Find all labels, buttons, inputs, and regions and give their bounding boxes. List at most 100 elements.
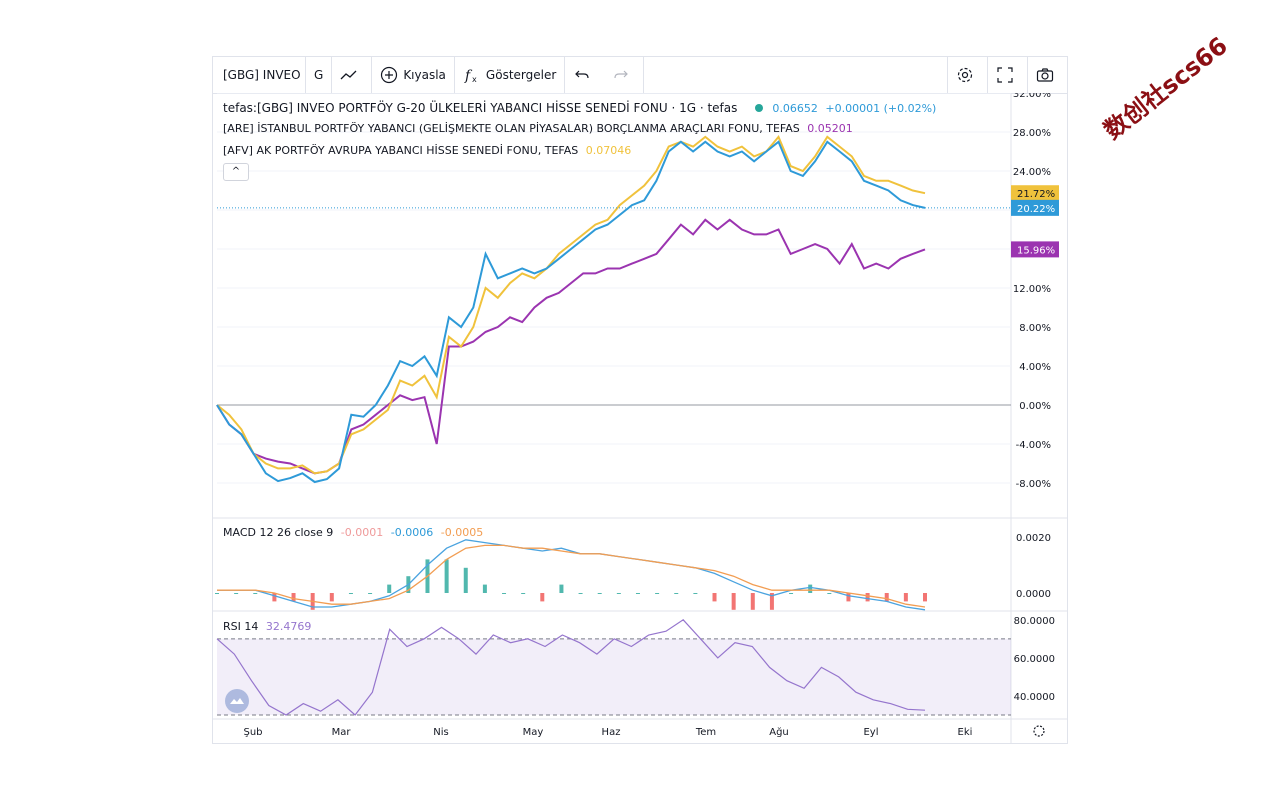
watermark: 数创社scs66 [1098, 31, 1233, 145]
y-tick-label: 12.00% [1013, 284, 1051, 295]
x-tick-label: Eki [958, 727, 973, 738]
fullscreen-button[interactable] [988, 57, 1028, 93]
main-series-price: 0.06652 [772, 102, 818, 115]
macd-histogram-bar [559, 584, 564, 593]
x-tick-label: May [523, 727, 544, 738]
are-series-title: [ARE] İSTANBUL PORTFÖY YABANCI (GELİŞMEK… [223, 122, 800, 135]
macd-histogram-bar [387, 584, 392, 593]
undo-button[interactable] [565, 57, 604, 93]
macd-histogram-bar [884, 593, 889, 602]
rsi-line [216, 619, 926, 716]
fullscreen-icon [997, 67, 1013, 83]
undo-icon [575, 70, 589, 79]
macd-histogram-bar [846, 593, 851, 602]
indicators-label: Göstergeler [485, 68, 557, 82]
macd-hist-value: -0.0001 [340, 526, 384, 539]
plus-circle-icon [381, 66, 398, 84]
are-series-legend: [ARE] İSTANBUL PORTFÖY YABANCI (GELİŞMEK… [223, 122, 853, 135]
macd-histogram-bar [329, 593, 334, 602]
x-tick-label: Ağu [769, 726, 789, 738]
series-line-0 [216, 140, 926, 484]
main-series-title: tefas:[GBG] INVEO PORTFÖY G-20 ÜLKELERİ … [223, 101, 738, 115]
y-tick-label: -8.00% [1016, 479, 1051, 490]
svg-text:f: f [464, 68, 473, 84]
macd-signal-value: -0.0005 [440, 526, 484, 539]
legend-collapse-button[interactable]: ^ [223, 163, 249, 181]
rsi-value: 32.4769 [265, 620, 312, 633]
rsi-legend: RSI 14 32.4769 [223, 620, 311, 633]
y-tick-label: -4.00% [1016, 440, 1051, 451]
macd-histogram-bar [865, 593, 870, 602]
compare-label: Kıyasla [403, 68, 446, 82]
x-tick-label: Mar [332, 727, 352, 738]
symbol-search[interactable]: [GBG] INVEO [213, 57, 306, 93]
macd-histogram-bar [272, 593, 277, 602]
x-tick-label: Nis [433, 727, 448, 738]
y-tick-label: 0.00% [1019, 401, 1051, 412]
axis-settings-gear-icon[interactable] [1033, 725, 1045, 737]
afv-series-title: [AFV] AK PORTFÖY AVRUPA YABANCI HİSSE SE… [223, 144, 579, 157]
series-line-1 [216, 134, 926, 475]
last-value-label: 21.72% [1017, 189, 1055, 200]
y-tick-label: 24.00% [1013, 167, 1051, 178]
tradingview-logo-icon[interactable] [225, 689, 249, 713]
macd-histogram-bar [348, 593, 353, 594]
macd-histogram-bar [597, 593, 602, 594]
redo-button[interactable] [604, 57, 645, 93]
chart-type-button[interactable] [332, 57, 373, 93]
macd-value: -0.0006 [390, 526, 434, 539]
y-tick-label: 4.00% [1019, 362, 1051, 373]
macd-histogram-bar [234, 593, 239, 594]
macd-histogram-bar [712, 593, 717, 602]
settings-button[interactable] [947, 57, 988, 93]
rsi-tick-label: 80.0000 [1014, 616, 1055, 627]
screenshot-button[interactable] [1028, 57, 1067, 93]
y-tick-label: 32.00% [1013, 93, 1051, 100]
macd-line [217, 539, 926, 611]
macd-histogram-bar [578, 593, 583, 594]
line-chart-icon [340, 70, 357, 80]
x-tick-label: Şub [243, 727, 262, 738]
interval-label: G [314, 68, 324, 82]
macd-histogram-bar [521, 593, 526, 594]
logo-shape [230, 698, 244, 704]
symbol-label: [GBG] INVEO [223, 68, 301, 82]
x-tick-label: Haz [602, 727, 621, 738]
macd-histogram-bar [463, 567, 468, 593]
macd-tick-label: 0.0000 [1016, 589, 1051, 600]
last-value-label: 15.96% [1017, 245, 1055, 256]
y-tick-label: 28.00% [1013, 128, 1051, 139]
compare-button[interactable]: Kıyasla [372, 57, 455, 93]
macd-histogram-bar [827, 593, 832, 594]
macd-histogram-bar [655, 593, 660, 594]
svg-text:x: x [472, 75, 477, 84]
afv-series-price: 0.07046 [585, 144, 632, 157]
macd-histogram-bar [731, 593, 736, 610]
macd-tick-label: 0.0020 [1016, 533, 1051, 544]
macd-label: MACD 12 26 close 9 [223, 526, 334, 539]
market-status-dot [754, 104, 763, 112]
macd-signal-line [217, 544, 926, 608]
main-series-legend: tefas:[GBG] INVEO PORTFÖY G-20 ÜLKELERİ … [223, 101, 936, 115]
rsi-tick-label: 60.0000 [1014, 654, 1055, 665]
macd-histogram-bar [674, 593, 679, 594]
last-value-badge [1011, 241, 1059, 258]
chevron-up-icon: ^ [231, 166, 241, 177]
macd-histogram-bar [693, 593, 698, 594]
y-tick-label: 8.00% [1019, 323, 1051, 334]
macd-legend: MACD 12 26 close 9 -0.0001 -0.0006 -0.00… [223, 526, 483, 539]
rsi-label: RSI 14 [223, 620, 259, 633]
macd-histogram-bar [903, 593, 908, 602]
interval-button[interactable]: G [306, 57, 333, 93]
redo-icon [614, 70, 629, 79]
last-value-badge [1011, 199, 1059, 216]
macd-histogram-bar [482, 584, 487, 593]
macd-histogram-bar [368, 593, 373, 594]
are-series-price: 0.05201 [807, 122, 853, 135]
main-series-change: +0.00001 (+0.02%) [825, 102, 937, 115]
chart-canvas[interactable]: 32.00%28.00%24.00%20.00%16.00%12.00%8.00… [213, 93, 1067, 743]
